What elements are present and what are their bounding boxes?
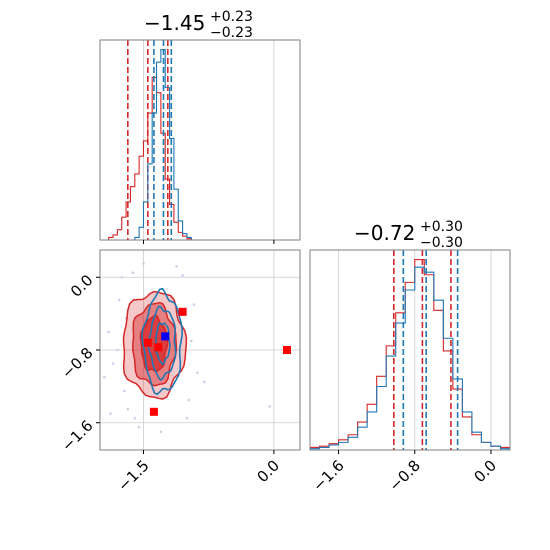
marginal-histogram-param1: −1.45 +0.23 −0.23 [99, 9, 301, 244]
blue-contour-level [154, 322, 171, 366]
square-marker [161, 332, 170, 341]
scatter-point [137, 425, 141, 429]
x-tick-label: 0.0 [471, 456, 501, 486]
x-tick-label: −1.5 [114, 456, 152, 494]
y-tick-label: 0.0 [67, 271, 97, 301]
title-value: −1.45 [144, 11, 205, 35]
square-marker [149, 407, 158, 416]
scatter-point [123, 389, 126, 393]
title-minus-error: −0.30 [420, 235, 463, 251]
scatter-point [203, 380, 206, 384]
scatter-point [131, 271, 135, 275]
grid-lines [100, 250, 300, 450]
scatter-point [133, 416, 137, 420]
histogram-series [108, 40, 192, 240]
y-tick-label: −0.8 [58, 344, 96, 382]
scatter-point [192, 303, 196, 306]
joint-contour-panel: −1.5 0.0 0.0 −0.8 −1.6 [58, 249, 301, 495]
x-ticks [142, 240, 275, 244]
blue-contour-level [140, 287, 184, 396]
axes-frame [309, 249, 511, 451]
point-markers [143, 307, 291, 416]
panel-title: −0.72 +0.30 −0.30 [354, 219, 463, 251]
scatter-point [175, 265, 178, 268]
square-marker [178, 307, 187, 316]
scatter-point [117, 298, 121, 302]
marginal-histogram-param2: −1.6 −0.8 0.0 −0.72 +0.30 −0.30 [309, 219, 511, 495]
x-tick-label: −1.6 [309, 456, 347, 494]
histogram-series [310, 250, 510, 450]
scatter-point [111, 362, 115, 365]
scatter-point [268, 405, 271, 408]
scatter-point [196, 371, 199, 375]
y-tick-label: −1.6 [58, 417, 96, 455]
scatter-point [187, 398, 190, 402]
square-marker [282, 346, 291, 354]
axes-frame [99, 39, 301, 241]
title-plus-error: +0.23 [210, 9, 253, 25]
x-tick-label: 0.0 [254, 456, 284, 486]
scatter-point [190, 339, 193, 343]
scatter-point [116, 348, 119, 352]
histogram-step-line [310, 258, 510, 450]
title-minus-error: −0.23 [210, 25, 253, 41]
x-tick-label: −0.8 [385, 456, 423, 494]
square-marker [143, 338, 152, 347]
panel-title: −1.45 +0.23 −0.23 [144, 9, 253, 41]
scatter-point [107, 330, 110, 334]
scatter-point [103, 375, 106, 379]
histogram-step-line [310, 266, 510, 450]
scatter-point [181, 274, 184, 277]
scatter-point [120, 275, 124, 279]
scatter-points [103, 262, 271, 434]
square-marker [154, 343, 163, 352]
histogram-step-line [108, 76, 192, 240]
scatter-point [109, 412, 112, 415]
title-plus-error: +0.30 [420, 219, 463, 235]
title-value: −0.72 [354, 221, 415, 245]
scatter-point [126, 407, 130, 411]
scatter-point [142, 262, 145, 265]
x-ticks: −1.6 −0.8 0.0 [309, 450, 500, 495]
scatter-point [159, 430, 163, 434]
scatter-point [185, 416, 189, 420]
